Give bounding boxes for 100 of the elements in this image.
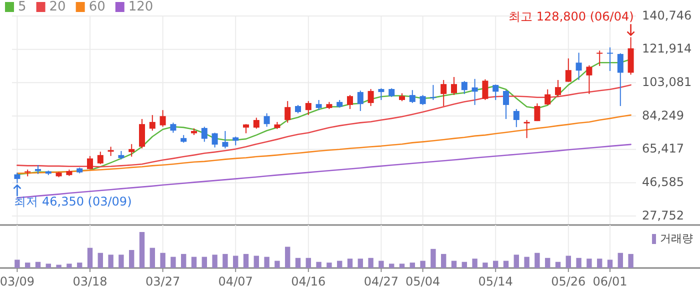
x-tick-label: 04/16 — [291, 274, 326, 288]
candlestick — [212, 132, 218, 148]
candlestick — [524, 120, 530, 139]
candlestick — [264, 112, 270, 128]
bar — [160, 252, 166, 268]
candlestick — [409, 90, 416, 104]
legend-label: 5 — [18, 0, 26, 15]
candlestick — [565, 58, 572, 82]
candlestick — [284, 100, 291, 124]
annotation: 최고 128,800 (06/04) — [508, 9, 634, 24]
candlestick — [513, 108, 520, 128]
bar — [534, 252, 540, 268]
candlestick — [87, 155, 93, 170]
bar — [555, 262, 561, 268]
bar — [430, 248, 436, 268]
bar — [25, 262, 30, 268]
y-tick-label: 84,249 — [642, 108, 684, 122]
candlestick — [596, 50, 603, 67]
bar — [139, 232, 145, 268]
x-tick-label: 04/07 — [218, 274, 253, 288]
candlestick — [544, 88, 551, 106]
candlestick — [420, 94, 426, 106]
y-tick-label: 46,585 — [642, 174, 684, 189]
y-tick-label: 140,746 — [642, 8, 692, 22]
x-tick-label: 05/14 — [478, 274, 513, 288]
bar — [368, 258, 374, 268]
bar — [87, 248, 93, 268]
y-tick-label: 27,752 — [642, 208, 684, 222]
bar — [274, 260, 280, 268]
candlestick — [617, 52, 624, 107]
bar — [607, 260, 613, 268]
candlestick — [472, 78, 478, 106]
candlestick — [368, 88, 374, 107]
bar — [451, 260, 457, 268]
bar — [389, 264, 394, 268]
candlestick — [243, 124, 249, 134]
bar — [503, 260, 509, 268]
candlestick — [357, 90, 364, 112]
bar — [597, 258, 602, 268]
bar — [129, 250, 134, 268]
bar — [254, 256, 259, 268]
legend-label: 20 — [49, 0, 66, 15]
x-tick-label: 05/26 — [551, 274, 586, 288]
candlestick — [316, 100, 322, 111]
candlestick — [378, 88, 384, 101]
bar — [420, 260, 426, 268]
candlestick — [170, 122, 176, 134]
candlestick — [149, 114, 156, 132]
bar — [35, 262, 41, 268]
candlestick — [451, 76, 457, 96]
bar — [493, 260, 498, 268]
bar — [56, 264, 62, 268]
candlestick — [35, 164, 41, 175]
candlestick — [201, 126, 208, 142]
bar — [545, 258, 550, 268]
bar — [202, 256, 207, 268]
candlestick — [440, 79, 447, 107]
bar — [264, 256, 270, 268]
x-tick-label: 06/01 — [592, 274, 628, 288]
x-tick-label: 03/27 — [146, 274, 180, 288]
legend-label: 거래량 — [660, 232, 693, 246]
bar — [108, 254, 114, 268]
bar — [170, 256, 176, 268]
bar — [586, 258, 592, 268]
bar — [347, 258, 353, 268]
bar — [316, 262, 322, 268]
y-tick-label: 103,081 — [642, 74, 692, 89]
bar — [524, 256, 530, 268]
x-tick-label: 05/04 — [406, 274, 440, 288]
bar — [514, 254, 519, 268]
candlestick — [14, 172, 20, 184]
candlestick — [576, 52, 582, 80]
bar — [378, 260, 384, 268]
candlestick — [347, 94, 353, 110]
bar — [181, 254, 186, 268]
candlestick — [492, 84, 499, 101]
candlestick — [586, 64, 592, 94]
bar — [482, 262, 488, 268]
bar — [295, 258, 301, 268]
candlestick — [139, 118, 145, 149]
bar — [77, 262, 82, 268]
bar — [243, 254, 249, 268]
candlestick — [97, 151, 104, 165]
bar — [14, 260, 20, 268]
bar — [98, 252, 103, 268]
legend-label: 60 — [88, 0, 106, 15]
bar — [399, 264, 405, 268]
y-tick-label: 65,417 — [642, 142, 684, 156]
candlestick — [555, 79, 561, 98]
bar — [222, 254, 228, 268]
bar — [441, 254, 446, 268]
y-tick-label: 121,914 — [642, 42, 692, 56]
bar — [410, 262, 415, 268]
bar — [66, 264, 72, 268]
bar — [212, 254, 218, 268]
bar — [358, 258, 363, 268]
candlestick — [503, 90, 509, 120]
bar — [576, 258, 582, 268]
bar — [150, 248, 155, 268]
x-tick-label: 03/18 — [72, 274, 108, 288]
